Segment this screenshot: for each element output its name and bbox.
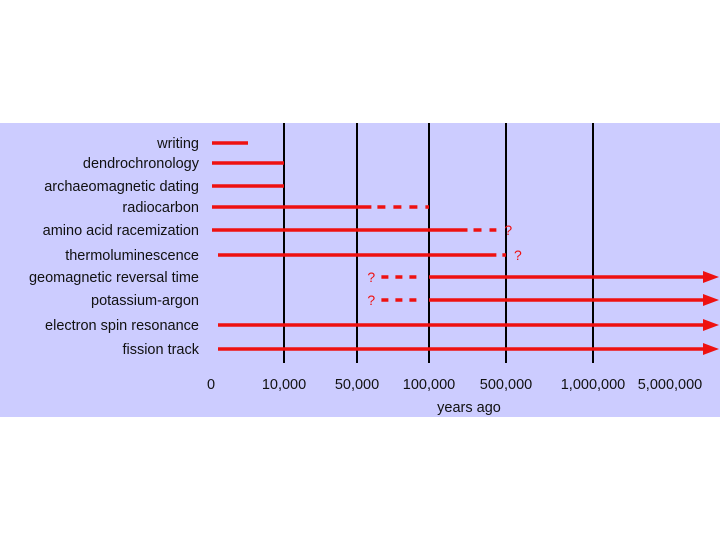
x-axis-title: years ago <box>437 400 501 416</box>
method-bar <box>218 343 719 355</box>
method-labels: writing dendrochronology archaeomagnetic d… <box>29 136 200 358</box>
x-tick-label: 1,000,000 <box>561 377 626 393</box>
uncertain-mark: ? <box>504 222 512 238</box>
method-label: dendrochronology <box>83 156 200 172</box>
arrow-head <box>703 319 719 331</box>
arrow-head <box>703 343 719 355</box>
x-tick-label: 500,000 <box>480 377 532 393</box>
method-bar: ? <box>218 247 522 263</box>
method-bar: ? <box>367 292 719 308</box>
x-tick-label: 50,000 <box>335 377 379 393</box>
arrow-head <box>703 294 719 306</box>
uncertain-mark: ? <box>514 247 522 263</box>
uncertain-mark: ? <box>367 292 375 308</box>
arrow-head <box>703 271 719 283</box>
method-label: writing <box>156 136 199 152</box>
x-tick-label: 0 <box>207 377 215 393</box>
dating-methods-chart: writing dendrochronology archaeomagnetic d… <box>0 123 720 417</box>
method-label: radiocarbon <box>122 200 199 216</box>
method-label: amino acid racemization <box>43 223 199 239</box>
x-tick-label: 10,000 <box>262 377 306 393</box>
method-label: fission track <box>122 342 199 358</box>
x-tick-label: 5,000,000 <box>638 377 703 393</box>
method-label: potassium-argon <box>91 293 199 309</box>
method-label: geomagnetic reversal time <box>29 270 199 286</box>
chart-panel: writing dendrochronology archaeomagnetic d… <box>0 123 720 417</box>
x-tick-labels: 0 10,000 50,000 100,000 500,000 1,000,000 5,00… <box>207 377 702 393</box>
x-tick-label: 100,000 <box>403 377 455 393</box>
uncertain-mark: ? <box>367 269 375 285</box>
method-bar: ? <box>367 269 719 285</box>
method-bar: ? <box>212 222 512 238</box>
method-bar <box>218 319 719 331</box>
method-label: electron spin resonance <box>45 318 199 334</box>
chart-background <box>0 123 720 417</box>
method-label: archaeomagnetic dating <box>44 179 199 195</box>
method-bars: ???? <box>212 141 719 355</box>
method-label: thermoluminescence <box>65 248 199 264</box>
